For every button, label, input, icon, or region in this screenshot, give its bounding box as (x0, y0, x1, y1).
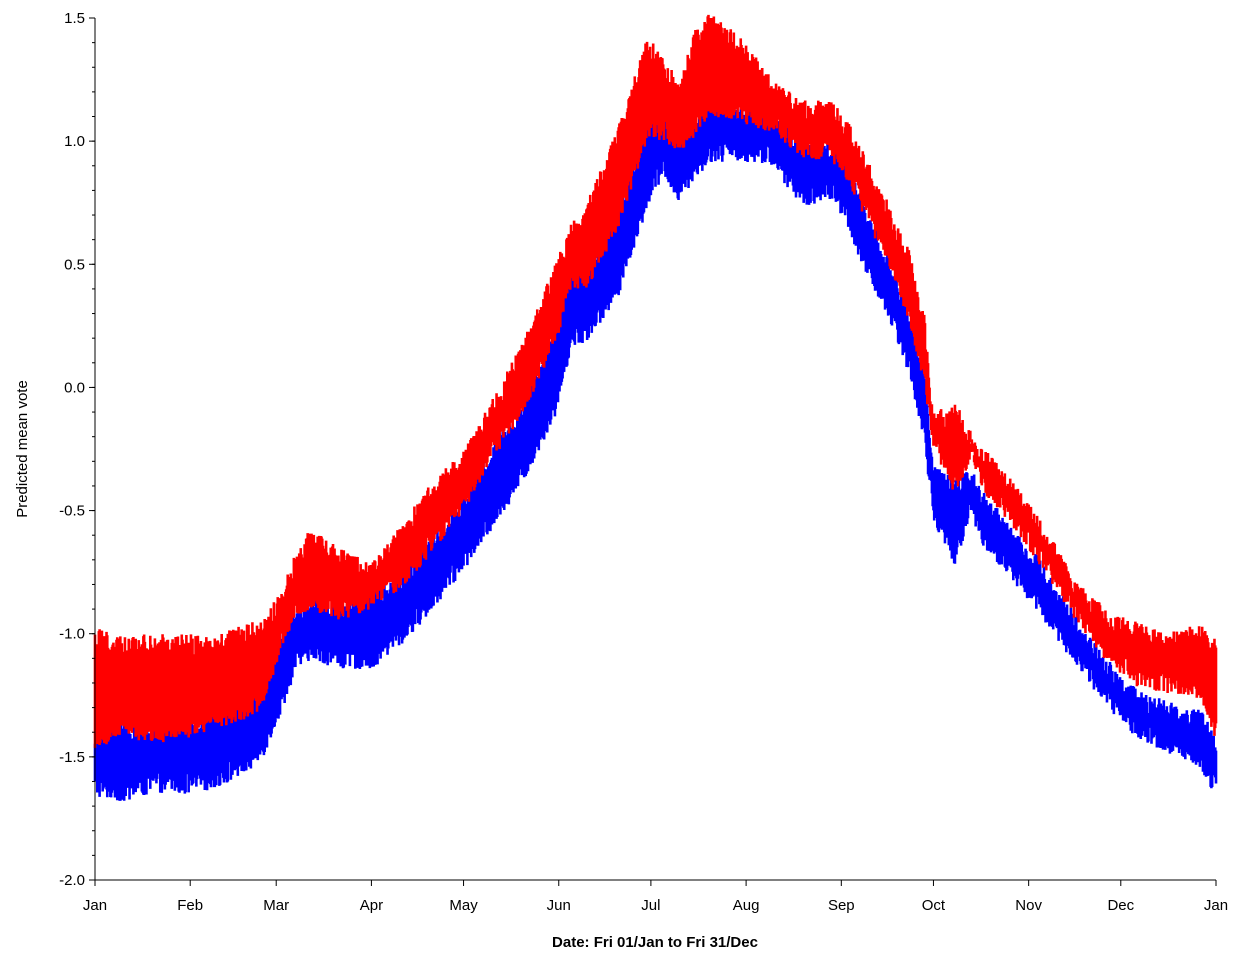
axes (94, 18, 1216, 881)
x-tick-label: Jan (83, 897, 107, 914)
x-tick-label: Sep (828, 897, 855, 914)
x-tick-label: Nov (1015, 897, 1042, 914)
y-tick-label: -2.0 (59, 872, 85, 889)
series-1 (93, 14, 1218, 748)
x-tick-label: Mar (263, 897, 289, 914)
x-tick-label: Feb (177, 897, 203, 914)
y-tick-label: -1.0 (59, 626, 85, 643)
x-tick-label: Dec (1107, 897, 1134, 914)
y-ticks: 1.5 1.0 0.5 0.0 -0.5 -1.0 -1.5 -2.0 (59, 10, 95, 889)
x-tick-label: Aug (733, 897, 760, 914)
y-tick-label: 0.0 (64, 379, 85, 396)
x-tick-label: May (449, 897, 478, 914)
y-tick-label: 1.5 (64, 10, 85, 27)
y-tick-label: -1.5 (59, 749, 85, 766)
x-ticks: Jan Feb Mar Apr May Jun Jul Aug Sep Oct Nov Dec Jan (83, 880, 1228, 914)
series-bands (93, 14, 1218, 801)
y-axis-title: Predicted mean vote (14, 380, 31, 518)
x-tick-label: Apr (360, 897, 383, 914)
y-tick-label: 1.0 (64, 133, 85, 150)
x-tick-label: Jun (547, 897, 571, 914)
y-tick-label: -0.5 (59, 503, 85, 520)
series-band-path (93, 14, 1218, 748)
x-tick-label: Jan (1204, 897, 1228, 914)
x-tick-label: Oct (922, 897, 946, 914)
y-tick-label: 0.5 (64, 256, 85, 273)
x-tick-label: Jul (641, 897, 660, 914)
x-axis-title: Date: Fri 01/Jan to Fri 31/Dec (552, 934, 758, 951)
